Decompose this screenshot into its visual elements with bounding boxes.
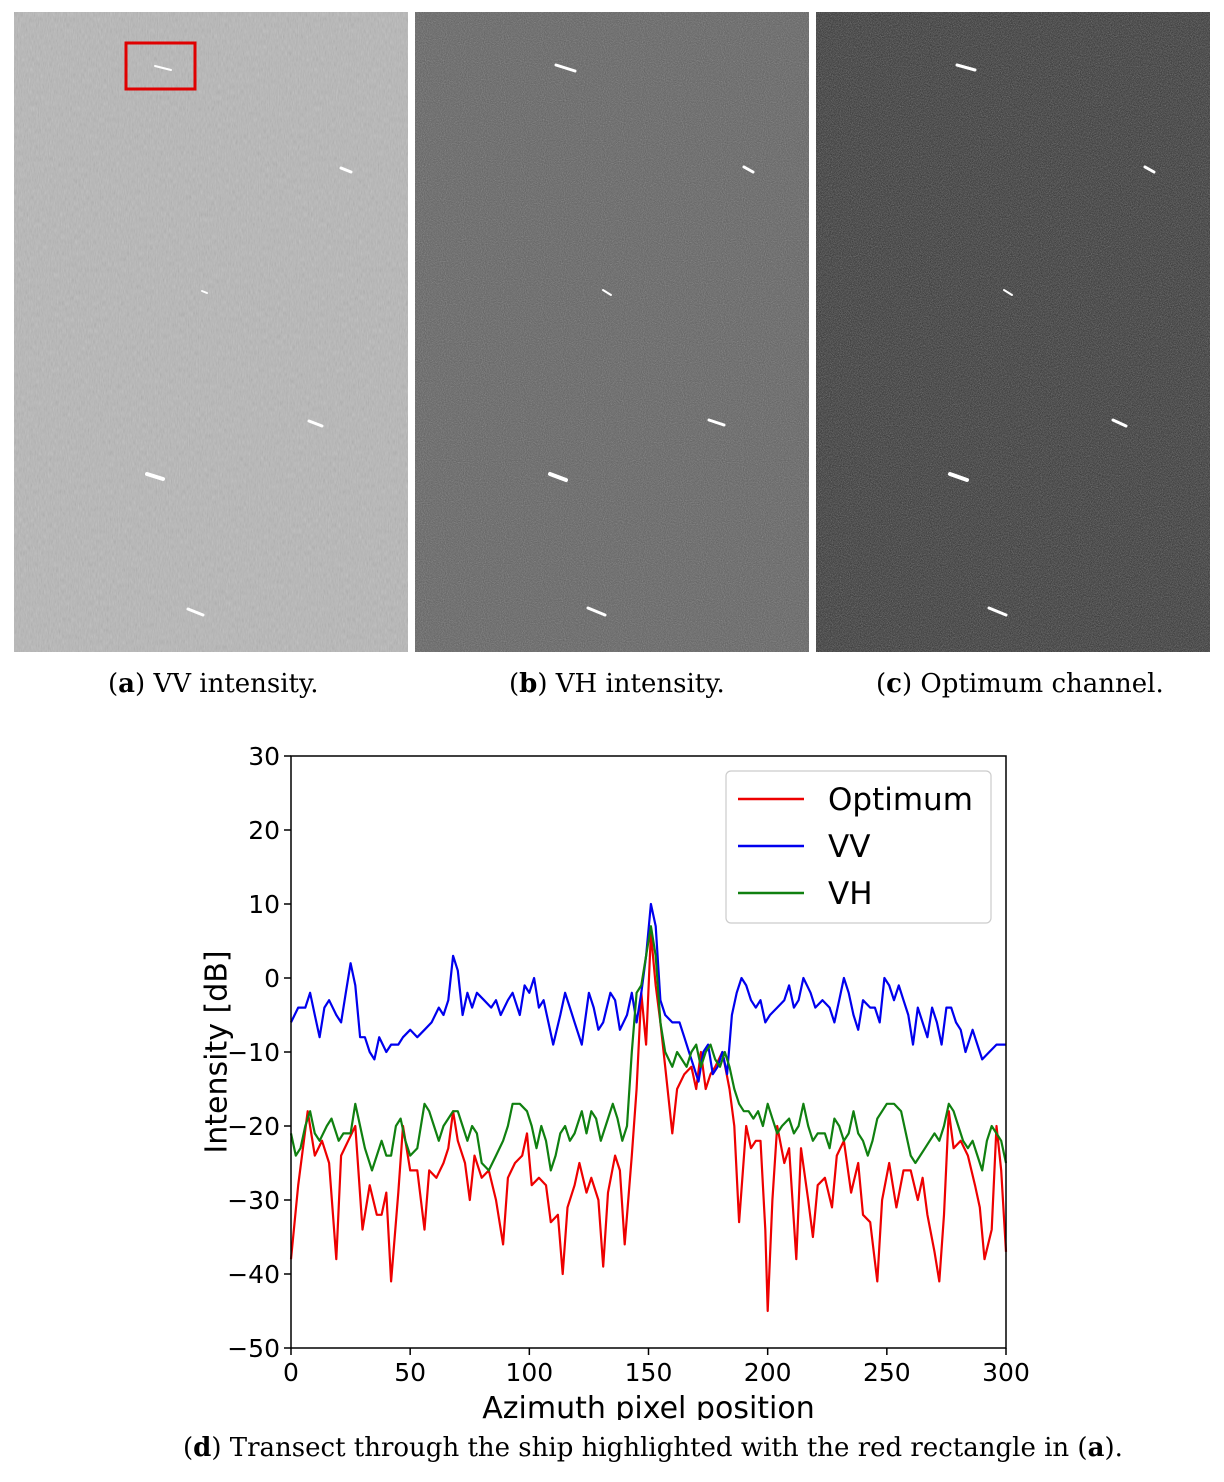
legend: Optimum VV VH [725, 770, 992, 924]
y-axis-label: Intensity [dB] [200, 950, 235, 1153]
y-tick-label: 20 [248, 816, 280, 845]
ship-targets [145, 65, 353, 617]
ship-mark [186, 607, 205, 617]
speckle-texture [14, 12, 408, 652]
axes-layer: 0 50 100 150 200 250 300 −50 −40 −30 −20 −10 0 10 20 30 [227, 742, 1030, 1387]
legend-label: VH [828, 876, 873, 912]
x-tick-label: 200 [744, 1358, 792, 1387]
caption-text: Transect through the ship highlighted wi… [229, 1433, 1088, 1463]
ship-mark [154, 65, 172, 71]
y-tick-label: −50 [227, 1334, 280, 1363]
legend-box [725, 770, 992, 924]
caption-end: ). [1104, 1433, 1123, 1463]
caption-text: VV intensity. [153, 669, 319, 699]
caption-b: (b) VH intensity. [509, 669, 725, 699]
x-tick-label: 0 [283, 1358, 299, 1387]
figure-caption: (d) Transect through the ship highlighte… [183, 1433, 1123, 1463]
caption-a: (a) VV intensity. [108, 669, 319, 699]
legend-label: Optimum [828, 782, 973, 818]
ship-mark [707, 418, 726, 427]
ship-mark [201, 290, 208, 294]
ship-mark [1143, 165, 1156, 174]
caption-letter: b [519, 669, 538, 699]
series-line-vv [290, 902, 1006, 1083]
series-line-vh [289, 925, 1008, 1172]
x-tick-label: 250 [863, 1358, 911, 1387]
ship-mark [586, 606, 607, 617]
ship-mark [145, 472, 165, 481]
caption-text: VH intensity. [555, 669, 725, 699]
ship-mark [554, 63, 577, 73]
y-tick-label: −30 [227, 1186, 280, 1215]
ship-mark [307, 419, 324, 428]
legend-label: VV [828, 829, 870, 865]
y-tick-label: 0 [264, 964, 280, 993]
ship-mark [602, 289, 612, 296]
y-tick-label: −20 [227, 1112, 280, 1141]
y-tick-label: −40 [227, 1260, 280, 1289]
transect-chart: 0 50 100 150 200 250 300 −50 −40 −30 −20 −10 0 10 20 30… [200, 742, 1030, 1420]
x-tick-label: 100 [505, 1358, 553, 1387]
sar-image-vv [14, 12, 408, 652]
ship-mark [987, 606, 1008, 617]
ship-mark [1111, 418, 1128, 428]
speckle-texture [816, 12, 1210, 652]
ship-mark [339, 166, 353, 174]
x-axis-label: Azimuth pixel position [482, 1391, 815, 1420]
caption-text: Optimum channel. [920, 669, 1164, 699]
sar-image-vh [415, 12, 809, 652]
y-tick-label: 30 [248, 742, 280, 771]
caption-letter: d [193, 1433, 212, 1463]
speckle-texture [415, 12, 809, 652]
sar-image-optimum [816, 12, 1210, 652]
x-tick-label: 150 [625, 1358, 673, 1387]
ship-mark [955, 63, 977, 72]
ship-targets [548, 63, 755, 617]
x-tick-label: 50 [394, 1358, 426, 1387]
ship-mark [948, 472, 969, 482]
caption-letter: a [1087, 1433, 1105, 1463]
ship-mark [548, 472, 568, 482]
caption-letter: c [886, 669, 902, 699]
y-tick-label: −10 [227, 1038, 280, 1067]
series-layer [289, 902, 1008, 1313]
ship-targets [948, 63, 1156, 617]
y-tick-label: 10 [248, 890, 280, 919]
highlight-rectangle [124, 41, 197, 91]
ship-mark [1003, 289, 1013, 296]
caption-letter: a [118, 669, 136, 699]
x-tick-label: 300 [982, 1358, 1030, 1387]
caption-c: (c) Optimum channel. [876, 669, 1164, 699]
ship-mark [742, 165, 755, 174]
